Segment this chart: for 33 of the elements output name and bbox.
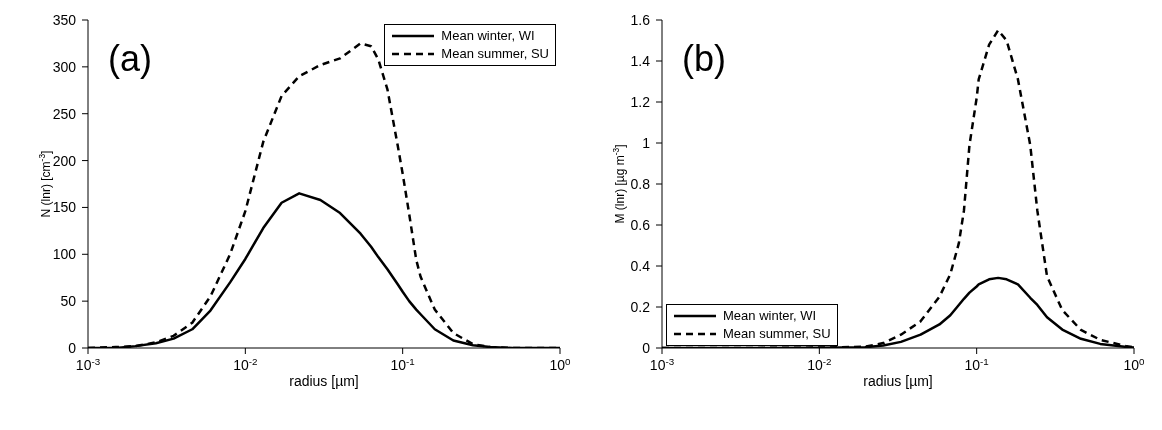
x-axis-title: radius [µm]: [863, 373, 933, 389]
y-tick-label: 50: [60, 293, 77, 310]
y-tick-label: 300: [52, 58, 77, 75]
y-tick-label: 0.2: [630, 299, 651, 315]
y-tick-label: 1.4: [630, 53, 651, 69]
x-tick-label: 10$^{0}$: [549, 355, 572, 373]
y-tick-label: 1.2: [630, 94, 651, 110]
x-tick-label: 10$^{-1}$: [964, 355, 989, 373]
legend-label: Mean winter, WI: [441, 27, 535, 45]
legend-label: Mean summer, SU: [723, 325, 831, 343]
x-tick-label: 10$^{0}$: [1123, 355, 1146, 373]
y-tick-label: 0.4: [630, 258, 651, 274]
y-tick-label: 0.6: [630, 217, 651, 233]
x-axis-title: radius [µm]: [289, 373, 359, 389]
legend-label: Mean winter, WI: [723, 307, 817, 325]
x-tick-label: 10$^{-2}$: [807, 355, 832, 373]
y-tick-label: 1: [642, 135, 651, 151]
x-tick-label: 10$^{-2}$: [233, 355, 258, 373]
y-tick-label: 100: [52, 246, 77, 263]
y-tick-label: 0: [68, 340, 77, 356]
y-tick-label: 1.6: [630, 12, 651, 28]
y-tick-label: 250: [52, 105, 77, 122]
x-tick-label: 10$^{-3}$: [75, 355, 101, 373]
y-tick-label: 350: [52, 12, 77, 28]
legend-label: Mean summer, SU: [441, 45, 549, 63]
x-tick-label: 10$^{-1}$: [390, 355, 415, 373]
y-tick-label: 0.8: [630, 176, 651, 192]
y-tick-label: 200: [52, 152, 77, 169]
x-tick-label: 10$^{-3}$: [649, 355, 675, 373]
y-tick-label: 0: [642, 340, 651, 356]
y-tick-label: 150: [52, 199, 77, 216]
annotation: (a): [108, 38, 152, 80]
annotation: (b): [682, 38, 726, 80]
